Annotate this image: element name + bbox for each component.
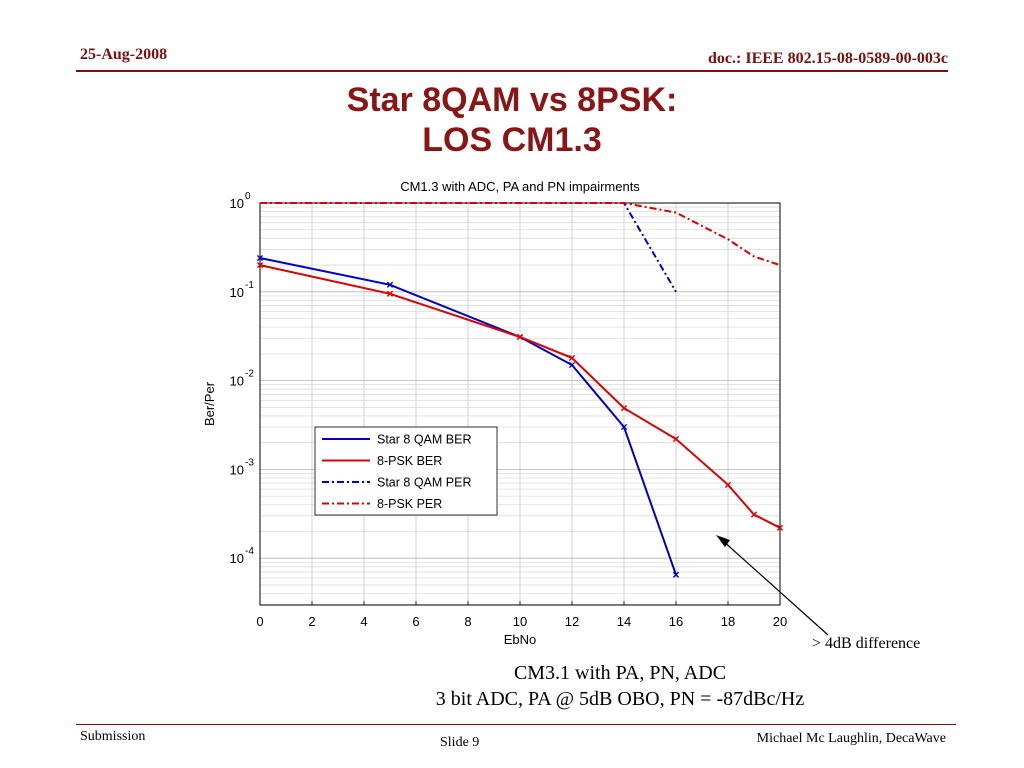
y-tick-exponent: -1	[245, 280, 254, 291]
legend-label: Star 8 QAM PER	[377, 476, 471, 490]
caption-line-1: CM3.1 with PA, PN, ADC	[513, 662, 727, 684]
series-marker	[776, 524, 784, 531]
y-tick-label: 10	[230, 196, 244, 211]
y-tick-label: 10	[230, 551, 244, 566]
header-doc-id: doc.: IEEE 802.15-08-0589-00-003c	[708, 50, 948, 67]
annotation-arrow	[721, 539, 829, 636]
series-line-3	[260, 202, 781, 267]
series-marker	[568, 361, 576, 369]
series-marker	[620, 423, 628, 431]
chart-series	[256, 202, 784, 578]
x-axis-label: EbNo	[504, 632, 537, 647]
y-tick-exponent: 0	[245, 191, 251, 202]
legend-box	[314, 426, 498, 516]
footer-submission: Submission	[80, 729, 146, 744]
header-rule	[76, 70, 948, 72]
y-tick-label: 10	[230, 462, 244, 477]
header-date: 25-Aug-2008	[80, 46, 168, 63]
series-marker	[386, 281, 394, 288]
x-tick-label: 8	[464, 614, 471, 629]
x-tick-label: 14	[617, 614, 631, 629]
series-marker	[750, 511, 758, 518]
y-tick-exponent: -2	[245, 369, 254, 380]
series-marker	[568, 354, 576, 362]
x-tick-label: 10	[513, 614, 527, 629]
series-marker	[256, 261, 264, 269]
y-tick-exponent: -3	[245, 457, 254, 468]
x-tick-label: 2	[308, 614, 315, 629]
x-axis-ticks: 0 2 4 6 8 10 12 14 16 18 20	[256, 601, 787, 629]
series-marker	[386, 290, 394, 297]
legend-label: 8-PSK PER	[377, 497, 442, 511]
slide-title: Star 8QAM vs 8PSK: LOS CM1.3	[0, 80, 1024, 160]
series-marker	[724, 481, 732, 488]
x-tick-label: 16	[669, 614, 683, 629]
x-tick-label: 20	[773, 614, 787, 629]
x-tick-label: 18	[721, 614, 735, 629]
series-marker	[516, 333, 524, 341]
caption-line-2: 3 bit ADC, PA @ 5dB OBO, PN = -87dBc/Hz	[435, 688, 805, 710]
y-tick-label: 10	[230, 374, 244, 389]
slide-title-line-2: LOS CM1.3	[422, 121, 602, 159]
x-tick-label: 0	[256, 614, 263, 629]
footer-author: Michael Mc Laughlin, DecaWave	[756, 731, 946, 746]
annotation-label: > 4dB difference	[812, 635, 921, 652]
slide-title-line-1: Star 8QAM vs 8PSK:	[346, 81, 678, 119]
footer-rule	[76, 724, 956, 725]
legend-label: 8-PSK BER	[377, 454, 442, 468]
series-marker	[672, 435, 680, 443]
slide-caption: CM3.1 with PA, PN, ADC 3 bit ADC, PA @ 5…	[0, 660, 1024, 712]
chart-title: CM1.3 with ADC, PA and PN impairments	[400, 179, 640, 194]
y-tick-exponent: -4	[245, 546, 254, 557]
series-line-0	[259, 257, 677, 576]
y-tick-label: 10	[230, 285, 244, 300]
series-marker	[672, 571, 680, 578]
annotation-arrow-head	[716, 535, 730, 547]
x-tick-label: 6	[412, 614, 419, 629]
chart-grid	[259, 203, 781, 606]
x-tick-label: 4	[360, 614, 367, 629]
chart-legend: Star 8 QAM BER 8-PSK BER Star 8 QAM PER 8-P…	[314, 426, 498, 516]
x-tick-label: 12	[565, 614, 579, 629]
series-marker	[256, 254, 264, 262]
legend-label: Star 8 QAM BER	[377, 433, 471, 447]
series-marker	[620, 405, 628, 412]
y-axis-label: Ber/Per	[202, 381, 217, 426]
footer-slide-number: Slide 9	[440, 735, 480, 750]
